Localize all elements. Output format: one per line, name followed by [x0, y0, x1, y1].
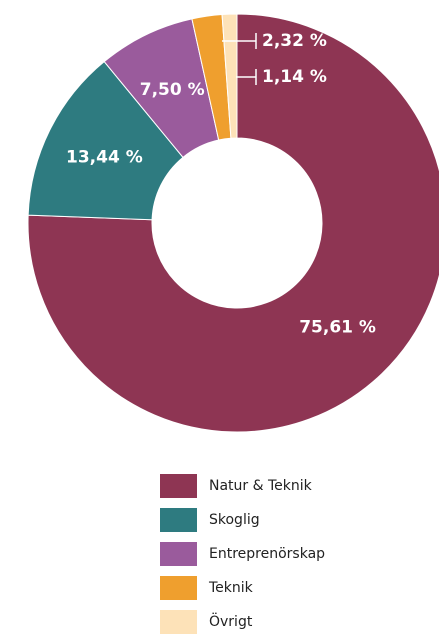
data-label: 7,50 %	[140, 80, 205, 100]
legend-swatch	[160, 610, 197, 634]
legend-swatch	[160, 508, 197, 532]
slice	[27, 13, 439, 433]
legend-label: Entreprenörskap	[209, 546, 325, 562]
legend-label: Natur & Teknik	[209, 478, 313, 494]
legend-label: Skoglig	[209, 512, 260, 528]
legend-swatch	[160, 542, 197, 566]
donut	[27, 13, 439, 433]
legend-label: Övrigt	[209, 612, 253, 630]
data-label: 2,32 %	[262, 31, 327, 51]
slice	[27, 60, 184, 221]
data-label: 75,61 %	[299, 317, 376, 337]
legend-swatch	[160, 576, 197, 600]
data-label: 1,14 %	[262, 67, 327, 87]
legend-swatch	[160, 474, 197, 498]
data-label: 13,44 %	[66, 147, 143, 167]
slice	[221, 13, 238, 139]
legend-label: Teknik	[208, 580, 254, 596]
